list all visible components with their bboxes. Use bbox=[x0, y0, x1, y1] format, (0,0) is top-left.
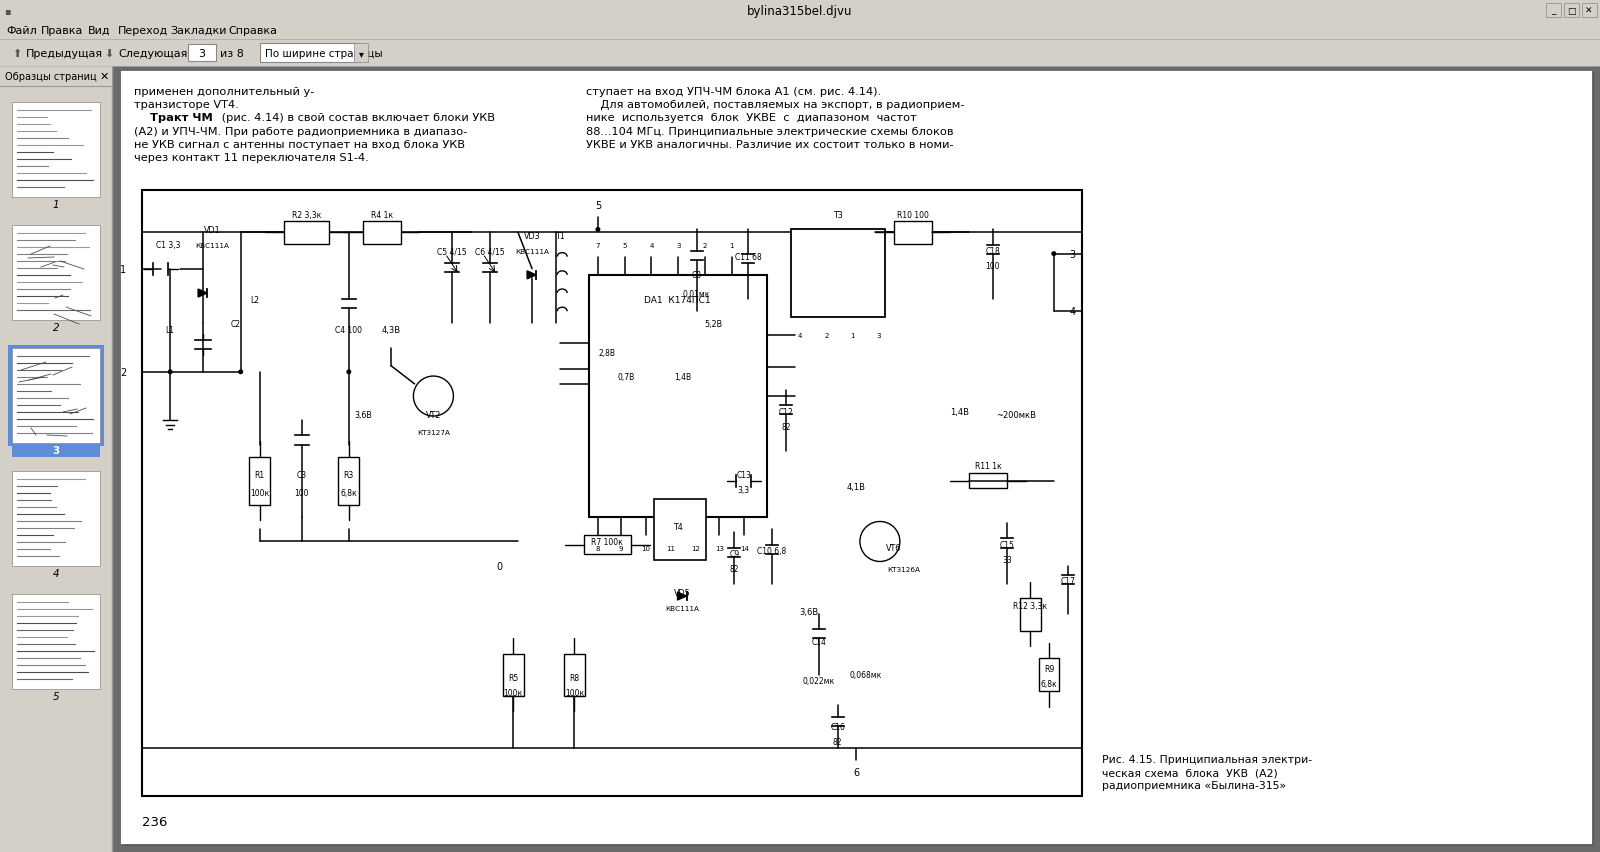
Text: 5,2В: 5,2В bbox=[704, 320, 723, 328]
Text: КТ3126А: КТ3126А bbox=[886, 566, 920, 572]
Text: T1: T1 bbox=[555, 232, 565, 240]
Text: ступает на вход УПЧ-ЧМ блока А1 (см. рис. 4.14).: ступает на вход УПЧ-ЧМ блока А1 (см. рис… bbox=[586, 87, 882, 97]
Text: КВС111А: КВС111А bbox=[666, 606, 699, 612]
Bar bbox=[0, 67, 112, 87]
Text: 5: 5 bbox=[622, 242, 627, 248]
Text: 100к: 100к bbox=[504, 688, 523, 698]
Bar bbox=[894, 222, 931, 245]
Text: 3: 3 bbox=[877, 333, 882, 339]
Bar bbox=[589, 275, 766, 518]
Bar bbox=[363, 222, 400, 245]
Text: 2,8В: 2,8В bbox=[598, 348, 616, 358]
Text: C13: C13 bbox=[736, 471, 750, 480]
Text: КВС111А: КВС111А bbox=[195, 242, 229, 248]
Text: C10 6,8: C10 6,8 bbox=[757, 546, 787, 556]
Text: Переход: Переход bbox=[117, 26, 168, 36]
Text: C12: C12 bbox=[779, 407, 794, 416]
Bar bbox=[13, 226, 99, 320]
Text: 2: 2 bbox=[824, 333, 829, 339]
Circle shape bbox=[238, 370, 243, 375]
Text: C15: C15 bbox=[1000, 540, 1014, 550]
Bar bbox=[1019, 598, 1040, 631]
Text: 33: 33 bbox=[1002, 556, 1011, 565]
Text: 82: 82 bbox=[781, 423, 790, 431]
Bar bbox=[1565, 4, 1579, 18]
Text: Образцы страниц: Образцы страниц bbox=[5, 72, 96, 82]
Polygon shape bbox=[198, 290, 206, 297]
Bar bbox=[354, 44, 368, 63]
Bar bbox=[13, 444, 99, 458]
Text: Правка: Правка bbox=[42, 26, 83, 36]
Text: 12: 12 bbox=[691, 545, 701, 551]
Text: 6,8к: 6,8к bbox=[341, 489, 357, 498]
Text: 3: 3 bbox=[677, 242, 680, 248]
Text: C11 68: C11 68 bbox=[734, 253, 762, 262]
Bar bbox=[98, 44, 182, 63]
Text: 1,4В: 1,4В bbox=[674, 372, 691, 382]
Text: 10: 10 bbox=[642, 545, 651, 551]
Bar bbox=[13, 348, 99, 444]
Text: По ширине страницы: По ширине страницы bbox=[266, 49, 382, 59]
Text: C9: C9 bbox=[730, 550, 739, 558]
Text: R1: R1 bbox=[254, 471, 264, 480]
Text: ⬇: ⬇ bbox=[104, 49, 114, 59]
Bar bbox=[1582, 4, 1597, 18]
Circle shape bbox=[859, 522, 899, 561]
Bar bbox=[5, 44, 90, 63]
Bar bbox=[283, 222, 330, 245]
Text: R12 3,3к: R12 3,3к bbox=[1013, 601, 1048, 610]
Text: (рис. 4.14) в свой состав включает блоки УКВ: (рис. 4.14) в свой состав включает блоки… bbox=[218, 113, 494, 124]
Text: VT2: VT2 bbox=[426, 411, 442, 419]
Text: C3: C3 bbox=[296, 471, 307, 480]
Text: Справка: Справка bbox=[229, 26, 277, 36]
Text: 0,7В: 0,7В bbox=[618, 372, 635, 382]
Text: C1 3,3: C1 3,3 bbox=[157, 241, 181, 250]
Text: 4,1В: 4,1В bbox=[846, 483, 866, 492]
Text: Рис. 4.15. Принципиальная электри-
ческая схема  блока  УКВ  (А2)
радиоприемника: Рис. 4.15. Принципиальная электри- ческа… bbox=[1102, 754, 1312, 791]
Text: 1,4В: 1,4В bbox=[950, 407, 970, 416]
Text: T3: T3 bbox=[832, 210, 843, 220]
Bar bbox=[1038, 659, 1059, 692]
Text: L1: L1 bbox=[166, 325, 174, 335]
Bar bbox=[0, 67, 112, 852]
Text: 1: 1 bbox=[53, 199, 59, 210]
Text: C18: C18 bbox=[986, 247, 1000, 256]
Text: ✕: ✕ bbox=[1586, 7, 1592, 15]
Text: bylina315bel.djvu: bylina315bel.djvu bbox=[747, 4, 853, 18]
Text: 3: 3 bbox=[53, 446, 59, 456]
Text: C8: C8 bbox=[691, 271, 701, 280]
Text: R2 3,3к: R2 3,3к bbox=[291, 210, 322, 220]
Bar bbox=[13, 595, 99, 689]
Text: 1: 1 bbox=[730, 242, 734, 248]
Text: 4,3В: 4,3В bbox=[381, 325, 400, 335]
Text: КВС111А: КВС111А bbox=[515, 248, 549, 254]
Text: C6 4/15: C6 4/15 bbox=[475, 247, 504, 256]
Text: 13: 13 bbox=[715, 545, 723, 551]
Text: 3,6В: 3,6В bbox=[354, 411, 371, 419]
Text: R9: R9 bbox=[1043, 665, 1054, 673]
Text: 3: 3 bbox=[1069, 250, 1075, 259]
Text: C4 100: C4 100 bbox=[336, 325, 362, 335]
Text: Файл: Файл bbox=[6, 26, 37, 36]
Bar bbox=[502, 653, 523, 696]
Text: не УКВ сигнал с антенны поступает на вход блока УКВ: не УКВ сигнал с антенны поступает на вхо… bbox=[134, 140, 466, 150]
Bar bbox=[0, 40, 1600, 67]
Text: 3,6В: 3,6В bbox=[800, 607, 819, 616]
Text: ✕: ✕ bbox=[99, 72, 109, 82]
Text: 6,8к: 6,8к bbox=[1040, 680, 1058, 688]
Text: применен дополнительный у-: применен дополнительный у- bbox=[134, 87, 314, 97]
Bar bbox=[790, 230, 885, 318]
Text: Тракт ЧМ: Тракт ЧМ bbox=[134, 113, 213, 124]
Text: 11: 11 bbox=[667, 545, 675, 551]
Text: Для автомобилей, поставляемых на экспорт, в радиоприем-: Для автомобилей, поставляемых на экспорт… bbox=[586, 100, 965, 110]
Text: 3,3: 3,3 bbox=[738, 486, 750, 495]
Text: 0,01мк: 0,01мк bbox=[683, 289, 710, 298]
Text: □: □ bbox=[1566, 7, 1576, 15]
Text: VD3: VD3 bbox=[523, 232, 541, 240]
Text: R3: R3 bbox=[344, 471, 354, 480]
Circle shape bbox=[1051, 252, 1056, 256]
Text: 236: 236 bbox=[142, 815, 168, 828]
Text: 14: 14 bbox=[739, 545, 749, 551]
Text: VD5: VD5 bbox=[674, 589, 691, 598]
Circle shape bbox=[346, 370, 352, 375]
